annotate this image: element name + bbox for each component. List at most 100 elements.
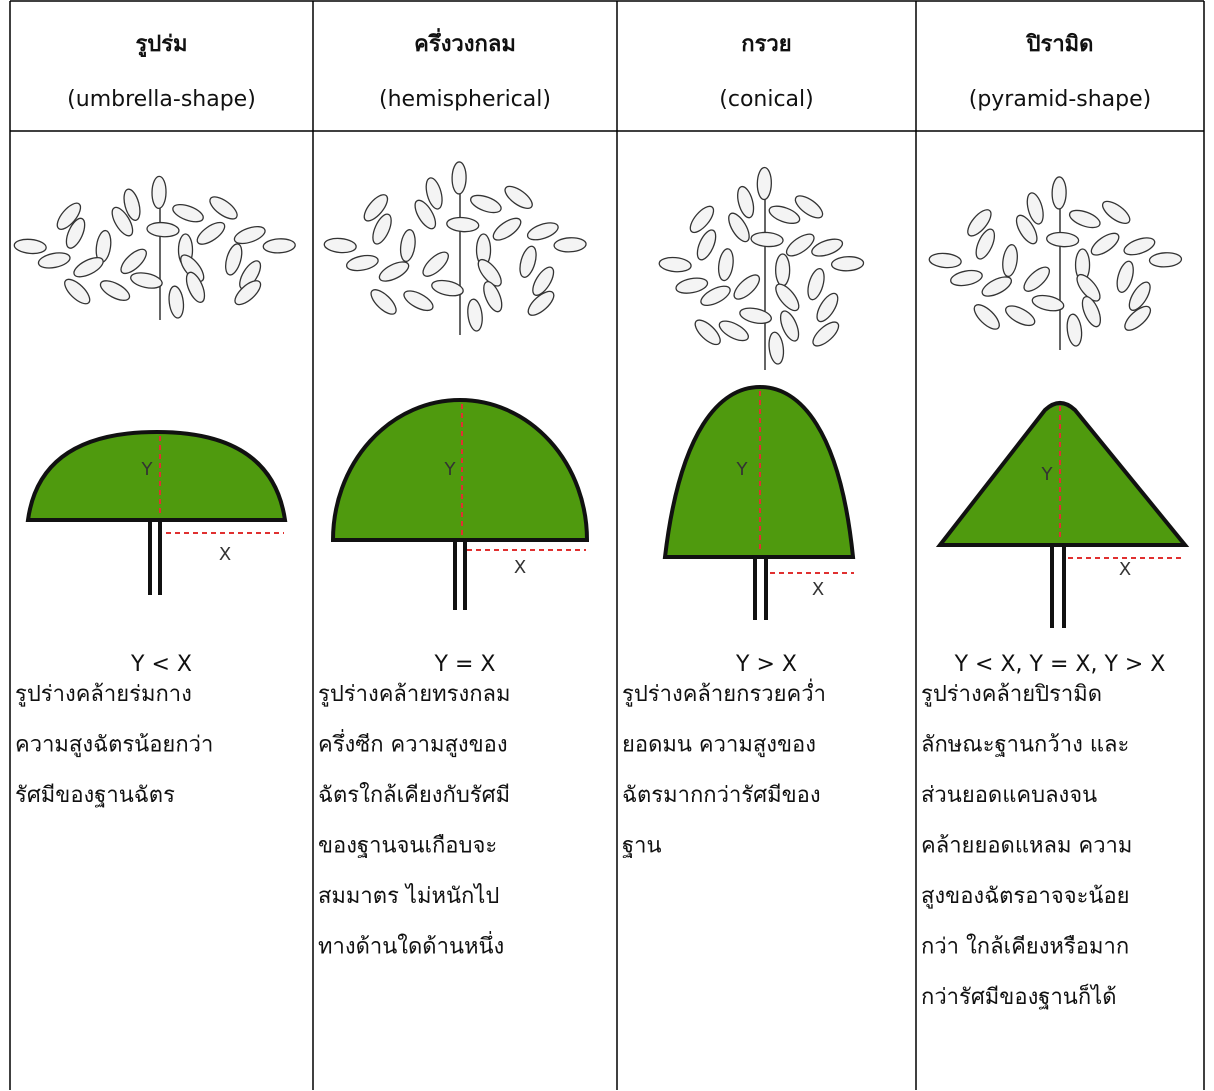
sketch-leaf	[658, 256, 692, 273]
description-line: รัศมีของฐานฉัตร	[15, 783, 175, 808]
sketch-leaf	[1148, 252, 1183, 268]
sketch-leaf	[196, 221, 226, 245]
sketch-leaf	[1051, 176, 1067, 210]
x-label: X	[219, 544, 231, 565]
sketch-leaf	[779, 310, 800, 342]
sketch-leaf	[718, 320, 749, 342]
description-line: ของฐานจนเกือบจะ	[318, 834, 497, 859]
sketch-leaf	[526, 222, 559, 241]
sketch-leaf	[64, 278, 91, 305]
sketch-leaf	[504, 185, 533, 210]
sketch-leaf	[399, 229, 416, 263]
sketch-leaf	[675, 277, 709, 294]
sketch-leaf	[967, 209, 992, 237]
sketch-leaf	[1005, 305, 1036, 327]
sketch-leaf	[120, 248, 147, 275]
column-subtitle: (conical)	[719, 87, 813, 112]
sketch-leaf	[172, 203, 204, 223]
description-line: ฐาน	[622, 834, 662, 859]
y-label: Y	[141, 459, 154, 480]
sketch-leaf	[370, 289, 397, 315]
sketch-leaf	[1031, 294, 1065, 312]
sketch-leaf	[372, 213, 392, 245]
description-line: สูงของฉัตรอาจจะน้อย	[921, 884, 1130, 909]
sketch-leaf	[816, 292, 839, 323]
sketch-leaf	[717, 248, 734, 282]
sketch-leaf	[146, 221, 180, 238]
sketch-leaf	[99, 280, 131, 301]
sketch-leaf	[1123, 237, 1156, 256]
sketch-leaf	[378, 261, 410, 282]
sketch-leaf	[65, 217, 86, 249]
column-title: กรวย	[741, 32, 791, 57]
sketch-leaf	[422, 251, 449, 277]
sketch-leaf	[13, 238, 47, 255]
sketch-leaf	[111, 206, 134, 237]
sketch-leaf	[775, 283, 800, 312]
sketch-leaf	[1015, 214, 1038, 245]
sketch-leaf	[262, 238, 296, 254]
sketch-leaf	[750, 231, 784, 248]
description-line: ความสูงฉัตรน้อยกว่า	[15, 733, 213, 758]
sketch-leaf	[123, 188, 141, 221]
sketch-leaf	[1090, 232, 1120, 256]
sketch-leaf	[431, 279, 464, 297]
diagram-hemispherical	[330, 398, 590, 610]
sketch-leaf	[811, 238, 844, 257]
sketch-leaf	[739, 307, 772, 325]
sketch-leaf	[345, 254, 379, 272]
description-line: รูปร่างคล้ายกรวยคว่ำ	[622, 678, 826, 707]
description-line: กว่า ใกล้เคียงหรือมาก	[921, 934, 1129, 960]
sketch-leaf	[1128, 281, 1151, 311]
sketch-leaf	[689, 205, 715, 234]
sketch-leaf	[794, 195, 824, 219]
sketch-leaf	[1026, 192, 1044, 225]
sketch-leaf	[1066, 313, 1083, 347]
sketch-leaf	[403, 290, 434, 312]
sketch-leaf	[737, 185, 755, 219]
sketch-leaf	[696, 229, 717, 261]
sketch-leaf	[1023, 266, 1050, 292]
sketch-leaf	[151, 175, 167, 210]
column-title: ปิรามิด	[1025, 32, 1093, 57]
relation: Y < X, Y = X, Y > X	[954, 652, 1166, 677]
sketch-leaf	[323, 237, 357, 254]
sketch-leaf	[363, 194, 389, 222]
sketch-leaf	[694, 319, 721, 346]
sketch-leaf	[1116, 260, 1134, 293]
sketch-leaf	[700, 285, 731, 307]
sketch-leaf	[553, 237, 587, 253]
sketch-leaf	[768, 331, 785, 365]
sketch-leaf	[812, 321, 840, 347]
description-line: ฉัตรมากกว่ารัศมีของ	[622, 783, 821, 808]
sketch-leaf	[1076, 273, 1101, 302]
diagram-conical	[662, 384, 856, 620]
description-line: ฉัตรใกล้เคียงกับรัศมี	[318, 782, 510, 808]
sketch-leaf	[1002, 244, 1018, 278]
sketch-leaf	[733, 274, 761, 300]
sketch-leaf	[981, 276, 1013, 297]
sketch-leaf	[446, 216, 480, 233]
sketch-leaf	[950, 269, 983, 287]
description-line: สมมาตร ไม่หนักไป	[318, 883, 499, 909]
x-label: X	[514, 557, 526, 578]
sketch-leaf	[168, 285, 185, 319]
sketch-leaf	[477, 258, 502, 287]
sketch-leaf	[234, 280, 262, 306]
sketch-leaf	[73, 256, 104, 278]
sketch-leaf	[532, 266, 555, 296]
sketch-leaf	[483, 281, 503, 313]
sketch-leaf	[1124, 305, 1152, 331]
column-subtitle: (hemispherical)	[379, 87, 551, 112]
sketch-leaf	[1068, 209, 1101, 229]
sketch-leaf	[973, 304, 1000, 330]
relation: Y < X	[130, 652, 192, 677]
sketch-leaf	[1081, 296, 1102, 328]
sketch-leaf	[775, 253, 791, 287]
y-label: Y	[444, 459, 457, 480]
x-label: X	[1119, 559, 1131, 580]
sketch-leaf	[37, 252, 71, 269]
sketch-leaf	[225, 243, 243, 276]
sketch-leaf	[807, 267, 825, 301]
